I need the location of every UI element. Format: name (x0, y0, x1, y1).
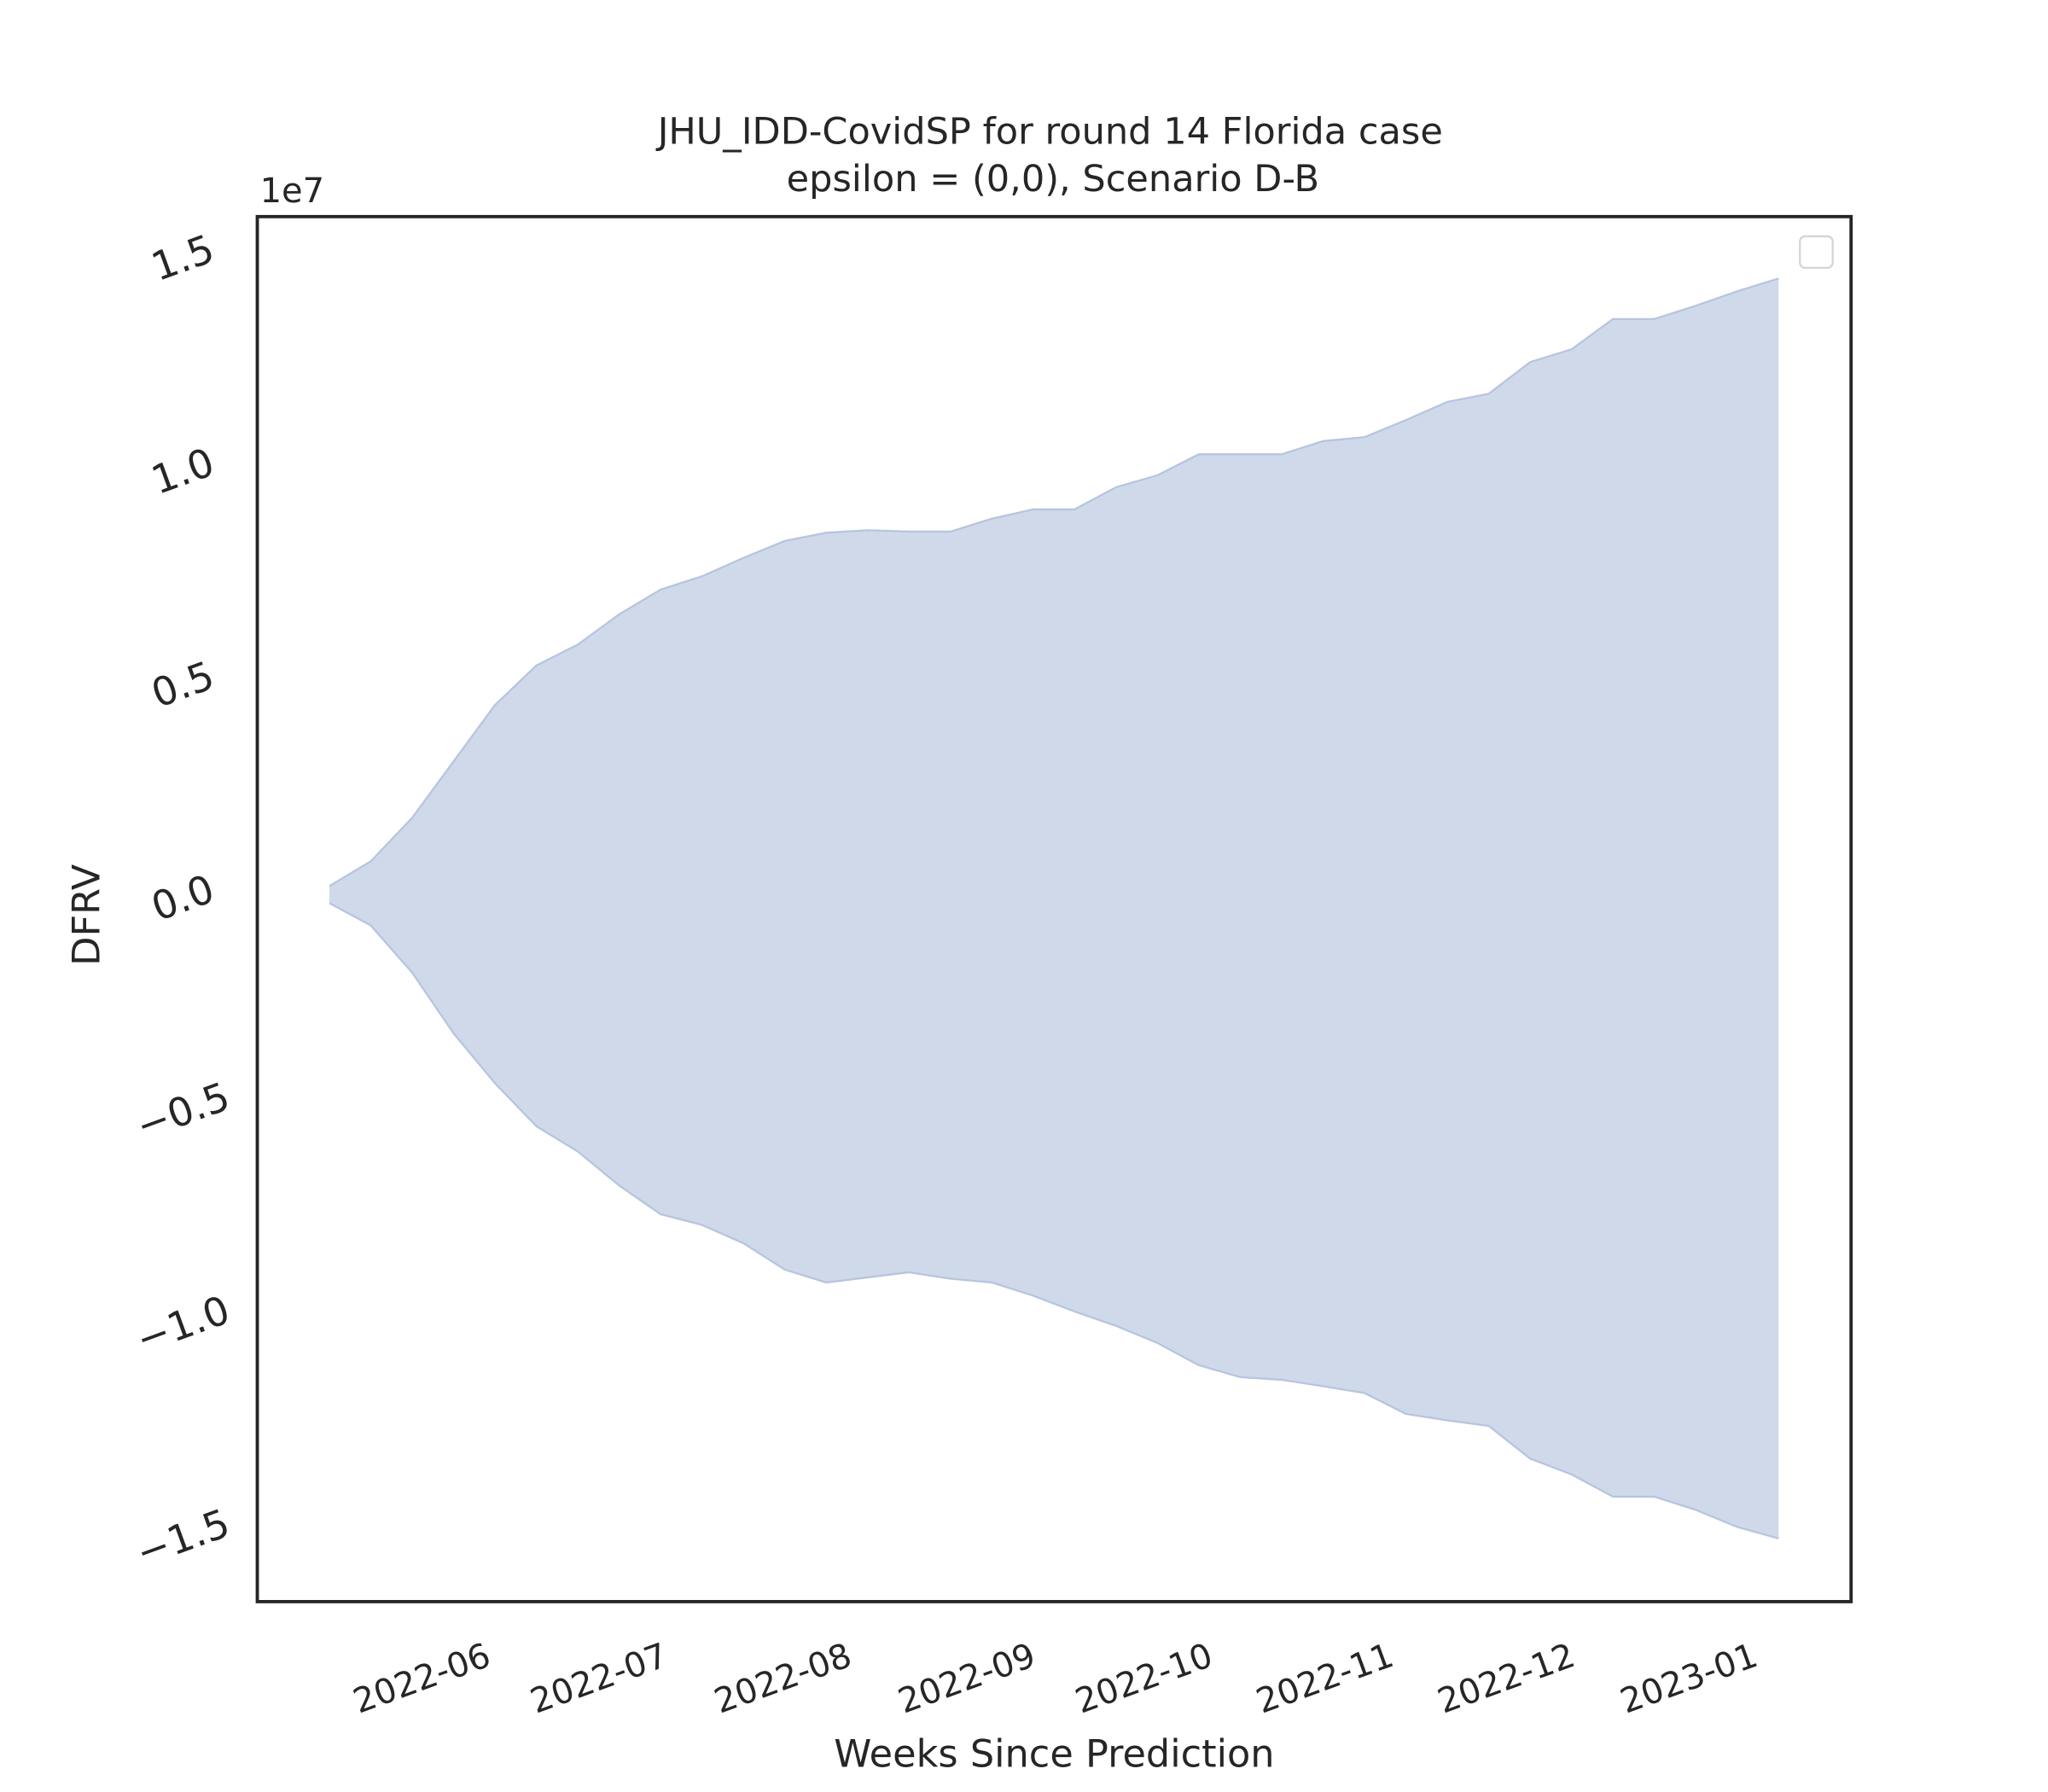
y-tick-label: 1.5 (145, 225, 219, 290)
chart-title: JHU_IDD-CovidSP for round 14 Florida cas… (655, 110, 1443, 153)
chart-subtitle: epsilon = (0,0), Scenario D-B (787, 158, 1319, 201)
area-fill (329, 278, 1779, 1539)
plot-area (329, 277, 1779, 1540)
upper-edge (329, 277, 1779, 887)
y-tick-label: −1.0 (130, 1287, 236, 1363)
y-tick-label: 1.0 (145, 439, 219, 503)
x-axis-label: Weeks Since Prediction (834, 1731, 1274, 1776)
x-tick-label: 2022-06 (348, 1636, 496, 1721)
y-tick-label: 0.0 (145, 865, 219, 930)
x-tick-label: 2022-10 (1070, 1636, 1218, 1721)
legend-box (1799, 235, 1834, 270)
x-tick-label: 2022-07 (526, 1636, 673, 1721)
y-tick-label: 0.5 (145, 652, 219, 717)
y-offset-label: 1e7 (260, 172, 325, 211)
x-tick-label: 2022-09 (893, 1636, 1041, 1721)
y-tick-label: −0.5 (130, 1073, 236, 1149)
x-tick-label: 2022-08 (709, 1636, 857, 1721)
x-tick-label: 2022-12 (1433, 1636, 1580, 1721)
y-axis-label: DFRV (65, 864, 109, 966)
lower-edge (329, 902, 1779, 1540)
axes-frame (255, 214, 1853, 1603)
x-tick-label: 2023-01 (1615, 1636, 1763, 1721)
x-tick-label: 2022-11 (1251, 1636, 1399, 1721)
y-tick-label: −1.5 (130, 1500, 236, 1576)
